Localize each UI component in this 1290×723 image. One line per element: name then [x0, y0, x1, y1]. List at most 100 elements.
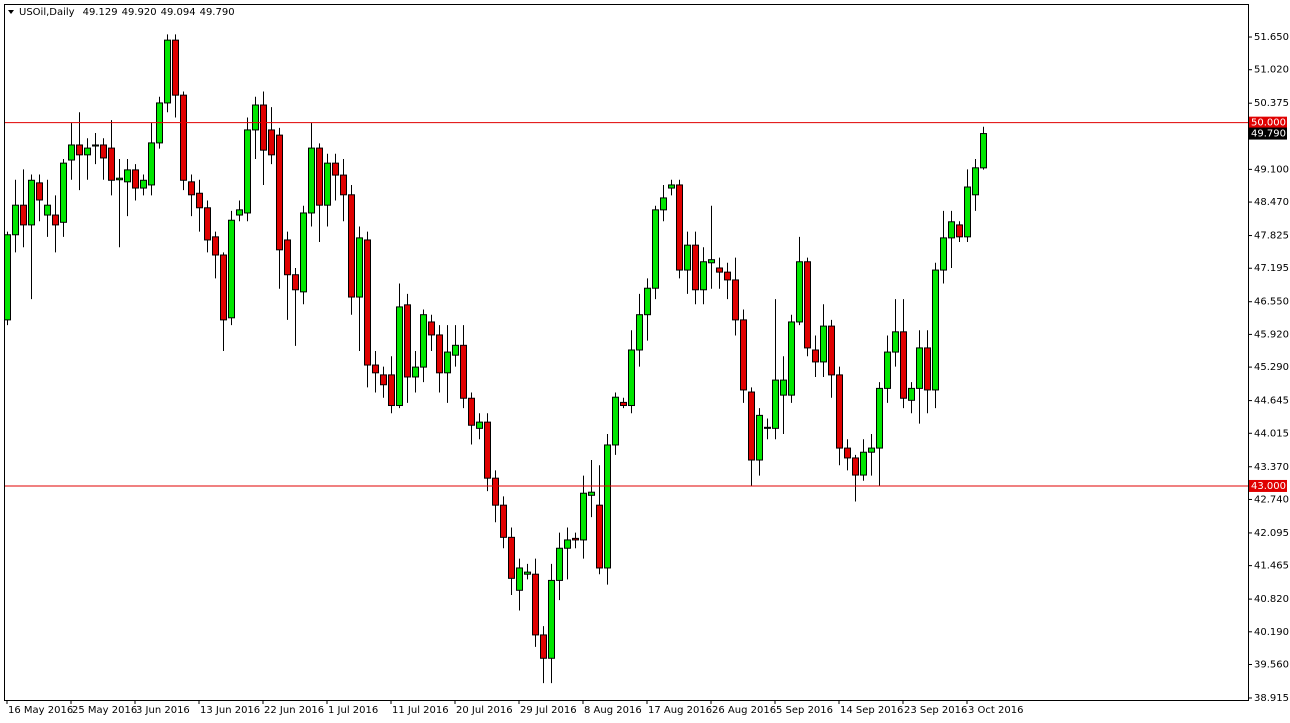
candle-body [100, 144, 107, 159]
hline-label: 43.000 [1251, 481, 1286, 492]
candle-body [68, 144, 75, 161]
menu-triangle[interactable] [8, 10, 14, 14]
y-tick-label: 49.100 [1254, 164, 1289, 175]
candle-body [820, 325, 827, 363]
candle-body [508, 536, 515, 579]
candle-body [644, 287, 651, 316]
candle-body [668, 184, 675, 189]
candle-body [436, 334, 443, 374]
candle-body [60, 162, 67, 223]
candle-body [684, 244, 691, 271]
candle-body [484, 421, 491, 479]
candle-body [828, 325, 835, 376]
candle-body [868, 447, 875, 453]
candle-body [292, 274, 299, 291]
y-tick-label: 40.820 [1254, 594, 1289, 605]
candle-body [108, 147, 115, 181]
candle-body [708, 259, 715, 264]
candle-body [772, 379, 779, 429]
candle-body [972, 167, 979, 196]
x-tick-label: 14 Sep 2016 [840, 705, 903, 716]
x-tick-label: 17 Aug 2016 [648, 705, 712, 716]
candle-body [356, 237, 363, 298]
candle-body [636, 314, 643, 351]
candle-body [20, 204, 27, 226]
candle-body [468, 397, 475, 426]
candle-body [564, 539, 571, 549]
candle-body [532, 573, 539, 636]
candle-body [92, 144, 99, 147]
y-tick-label: 43.370 [1254, 462, 1289, 473]
hline-label-box [1249, 479, 1287, 492]
candle-body [28, 179, 35, 226]
candle-body [404, 304, 411, 378]
candle-body [284, 239, 291, 276]
x-tick-label: 20 Jul 2016 [456, 705, 513, 716]
candle-body [916, 347, 923, 389]
candle-body [236, 209, 243, 216]
candle-body [148, 142, 155, 186]
y-tick-label: 45.290 [1254, 362, 1289, 373]
candle-body [316, 147, 323, 206]
x-tick-label: 29 Jul 2016 [520, 705, 577, 716]
candle-body [364, 239, 371, 366]
candle-body [836, 374, 843, 449]
candle-body [780, 379, 787, 396]
candle-body [164, 39, 171, 104]
candle-body [340, 174, 347, 196]
candle-body [516, 567, 523, 591]
candle-body [524, 571, 531, 575]
candle-body [388, 374, 395, 407]
y-tick-label: 47.825 [1254, 231, 1289, 242]
candle-body [844, 447, 851, 459]
candle-body [252, 104, 259, 131]
candle-body [620, 401, 627, 407]
y-tick-label: 44.645 [1254, 396, 1289, 407]
candle-body [452, 344, 459, 356]
y-tick-label: 50.375 [1254, 98, 1289, 109]
candle-body [36, 182, 43, 201]
candle-body [548, 579, 555, 659]
candle-body [980, 133, 987, 169]
x-tick-label: 3 Jun 2016 [136, 705, 190, 716]
candle-body [884, 351, 891, 389]
candle-body [380, 374, 387, 386]
candle-body [132, 169, 139, 189]
y-tick-label: 48.470 [1254, 197, 1289, 208]
y-tick-label: 42.740 [1254, 494, 1289, 505]
candle-body [572, 537, 579, 541]
candle-body [268, 129, 275, 156]
candle-body [876, 387, 883, 449]
candle-body [460, 344, 467, 399]
candle-body [140, 179, 147, 189]
hline-label: 50.000 [1251, 118, 1286, 129]
candle-body [724, 271, 731, 281]
candle-body [764, 426, 771, 429]
candle-body [308, 147, 315, 214]
y-tick-label: 38.915 [1254, 693, 1289, 704]
y-tick-label: 47.195 [1254, 263, 1289, 274]
y-tick-label: 46.550 [1254, 297, 1289, 308]
last-price-label: 49.790 [1251, 129, 1286, 140]
candle-body [396, 306, 403, 407]
candle-body [588, 491, 595, 496]
plot-frame [4, 4, 1249, 701]
candle-body [692, 244, 699, 291]
candle-body [188, 181, 195, 196]
candle-body [492, 477, 499, 506]
y-tick-label: 42.095 [1254, 528, 1289, 539]
candle-body [324, 162, 331, 206]
candle-body [76, 144, 83, 156]
ohlc-value: 49.920 [122, 7, 157, 18]
candle-body [628, 349, 635, 407]
candle-body [596, 504, 603, 569]
ohlc-value: 49.129 [83, 7, 118, 18]
candle-body [12, 204, 19, 236]
y-tick-label: 39.560 [1254, 660, 1289, 671]
candle-body [212, 236, 219, 256]
candle-body [556, 547, 563, 581]
y-tick-label: 51.020 [1254, 65, 1289, 76]
